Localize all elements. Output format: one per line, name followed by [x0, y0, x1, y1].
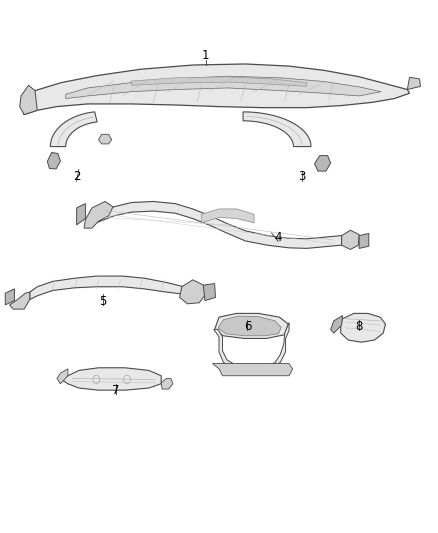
- Polygon shape: [30, 276, 184, 300]
- Polygon shape: [161, 378, 173, 389]
- Polygon shape: [218, 316, 281, 336]
- Polygon shape: [212, 364, 293, 376]
- Polygon shape: [342, 230, 359, 249]
- Polygon shape: [214, 322, 289, 370]
- Polygon shape: [57, 369, 68, 384]
- Polygon shape: [50, 112, 97, 147]
- Polygon shape: [201, 209, 254, 223]
- Text: 8: 8: [356, 320, 363, 333]
- Polygon shape: [203, 284, 215, 301]
- Polygon shape: [243, 112, 311, 147]
- Polygon shape: [77, 204, 85, 225]
- Polygon shape: [99, 134, 112, 144]
- Polygon shape: [47, 152, 60, 169]
- Polygon shape: [359, 233, 369, 248]
- Text: 3: 3: [299, 171, 306, 183]
- Polygon shape: [180, 280, 206, 304]
- Polygon shape: [61, 368, 161, 390]
- Polygon shape: [10, 292, 30, 309]
- Polygon shape: [20, 85, 37, 115]
- Polygon shape: [5, 289, 14, 305]
- Polygon shape: [66, 76, 381, 99]
- Polygon shape: [407, 77, 420, 90]
- Text: 2: 2: [73, 171, 81, 183]
- Text: 6: 6: [244, 320, 251, 333]
- Text: 4: 4: [274, 231, 282, 244]
- Polygon shape: [341, 313, 385, 342]
- Text: 5: 5: [99, 295, 106, 308]
- Text: 7: 7: [112, 384, 120, 397]
- Polygon shape: [331, 316, 343, 333]
- Polygon shape: [88, 201, 342, 248]
- Polygon shape: [22, 64, 410, 115]
- Polygon shape: [84, 201, 113, 228]
- Polygon shape: [314, 156, 331, 171]
- Polygon shape: [131, 77, 307, 86]
- Polygon shape: [215, 313, 288, 338]
- Text: 1: 1: [202, 50, 210, 62]
